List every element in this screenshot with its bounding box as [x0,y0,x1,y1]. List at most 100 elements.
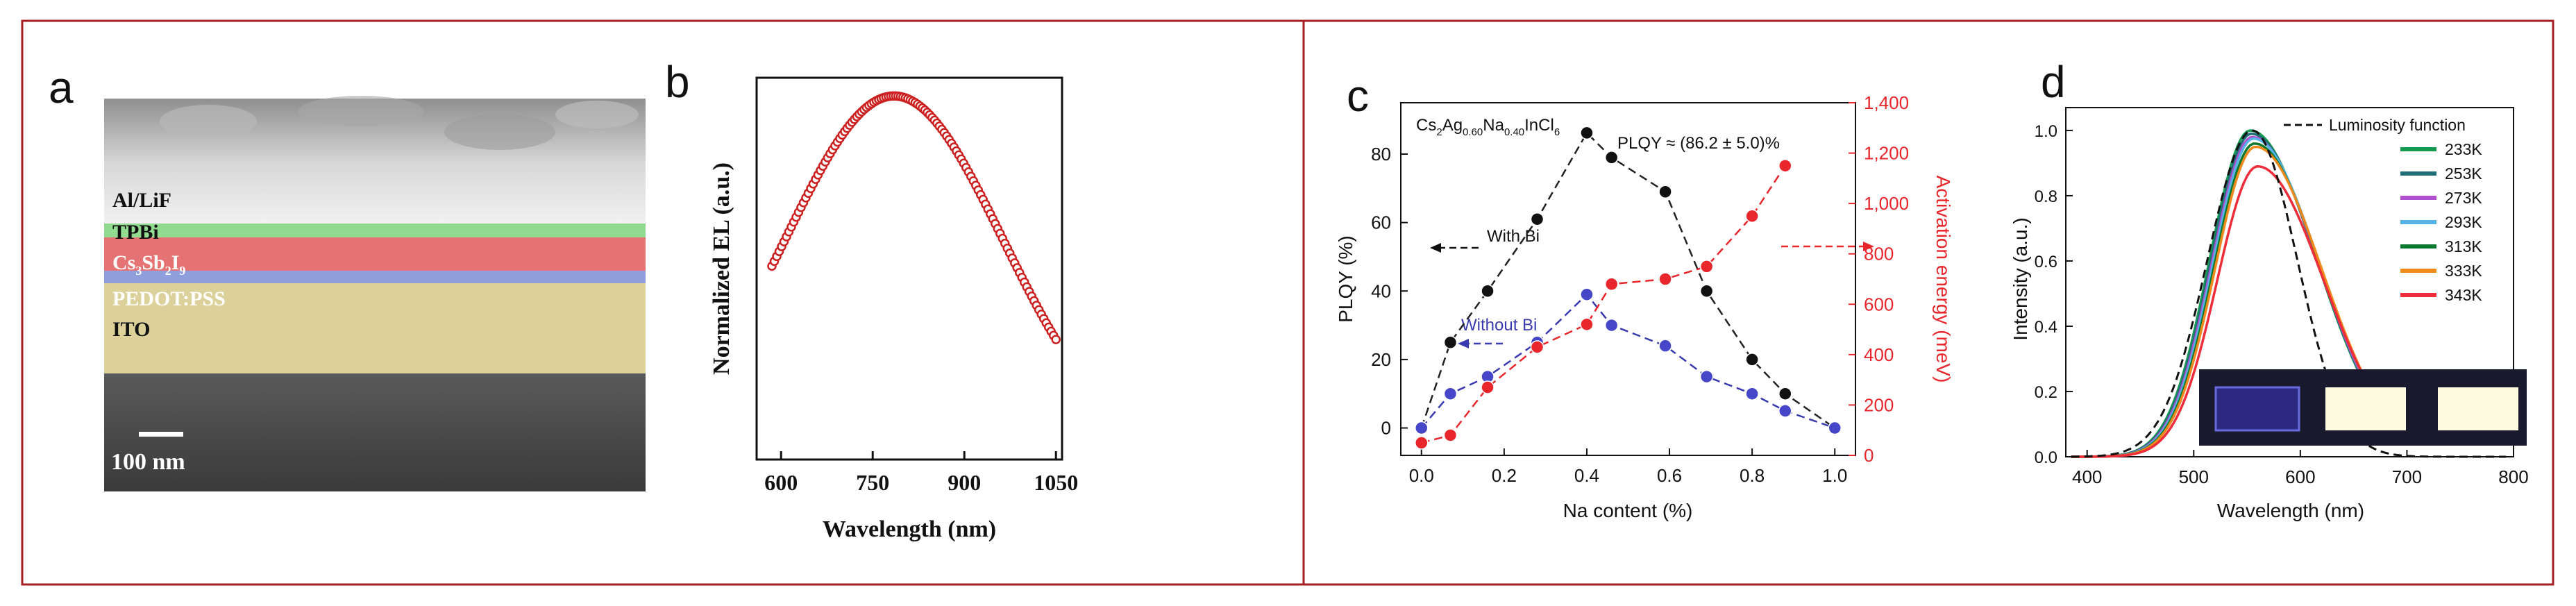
layer-label-ito: ITO [112,318,150,341]
chart-c-plqy-annotation: PLQY ≈ (86.2 ± 5.0)% [1617,134,1780,153]
y-tick-label: 0.0 [2035,448,2057,467]
chart-b-series [767,91,1061,344]
chart-c-compound-formula: Cs2Ag0.60Na0.40InCl6 [1416,116,1560,138]
legend-label-luminosity: Luminosity function [2329,116,2466,134]
x-tick-label: 900 [948,470,981,495]
chart-c-without-bi-label: Without Bi [1461,316,1537,335]
y-tick-label-left: 0 [1381,418,1391,439]
panel-d-letter: d [2041,57,2066,107]
chart-c-plot-frame [1400,102,1856,456]
with-bi-point [1443,335,1458,349]
sem-substrate [104,373,646,491]
legend-label: 233K [2445,140,2482,158]
y-tick-label-right: 0 [1864,445,1874,466]
scale-bar [139,432,183,437]
y-tick-label-right: 1,000 [1864,193,1909,214]
legend-label: 273K [2445,189,2482,207]
y-tick-label: 1.0 [2035,122,2057,141]
without-bi-point [1415,421,1429,435]
y-tick-label-right: 600 [1864,294,1894,314]
chart-d-axes: 400 500 600 700 800 0.0 0.2 0.4 0.6 0.8 1.0 [2035,122,2529,487]
figure-border-right [1302,19,2554,586]
panel-d: d Intensity (a.u.) Wavelength (nm) 400 50… [2010,57,2529,521]
activation-energy-point [1481,380,1495,394]
x-tick-label: 0.4 [1574,465,1599,486]
chart-d-xlabel: Wavelength (nm) [2217,500,2364,521]
inset-photo-film-bright [2438,387,2518,430]
activation-energy-point [1443,428,1458,442]
chart-b-xlabel: Wavelength (nm) [823,516,996,542]
legend-label: 343K [2445,286,2482,304]
without-bi-point [1658,339,1672,353]
activation-energy-point [1415,436,1429,450]
x-tick-label: 700 [2392,466,2422,487]
activation-energy-point [1530,340,1544,354]
luminosity-function-curve [2071,129,2507,458]
y-tick-label-right: 1,200 [1864,143,1909,164]
with-bi-point [1699,284,1714,298]
legend-label: 253K [2445,165,2482,183]
panel-b-letter: b [665,57,690,107]
legend-label: 313K [2445,237,2482,255]
x-tick-label: 0.6 [1657,465,1682,486]
with-bi-point [1481,284,1495,298]
y-tick-label-left: 60 [1371,212,1391,233]
with-bi-point [1778,387,1792,401]
with-bi-point [1658,185,1672,199]
x-tick-label: 0.2 [1492,465,1517,486]
y-tick-label-right: 200 [1864,394,1894,415]
without-bi-point [1699,369,1714,384]
y-tick-label: 0.2 [2035,383,2057,402]
y-tick-label-left: 20 [1371,349,1391,370]
el-data-point [1051,335,1061,344]
scale-bar-label: 100 nm [111,449,185,475]
x-tick-label: 600 [764,470,798,495]
without-bi-point [1443,387,1458,401]
inset-photo-film-bright [2325,387,2406,430]
without-bi-point [1778,404,1792,418]
y-tick-label-right: 400 [1864,344,1894,365]
sem-layer-tpbi [104,224,646,237]
with-bi-point [1604,151,1619,165]
arrow-activation-head [1863,242,1874,251]
sem-grain [298,96,423,126]
x-tick-label: 400 [2072,466,2102,487]
x-tick-label: 500 [2179,466,2209,487]
y-tick-label: 0.4 [2035,318,2057,337]
x-tick-label: 800 [2498,466,2528,487]
chart-c-axes: 0.0 0.2 0.4 0.6 0.8 1.00204060800200400600800… [1371,92,1909,486]
sem-layer-pedot [104,271,646,283]
chart-c-arrows [1430,242,1874,348]
y-tick-label: 0.8 [2035,187,2057,206]
with-bi-point [1530,212,1544,226]
activation-energy-line [1421,165,1786,444]
layer-label-al-lif: Al/LiF [112,189,171,212]
panel-a-letter: a [49,62,74,112]
panel-c: c PLQY (%) Activation energy (meV) Na co… [1335,71,1954,521]
layer-label-pedot-pss: PEDOT:PSS [112,287,226,310]
activation-energy-point [1658,272,1672,286]
without-bi-point [1828,421,1842,435]
sem-image [104,96,646,491]
y-tick-label-right: 800 [1864,244,1894,264]
x-tick-label: 1050 [1034,470,1078,495]
emission-curve-343K [2071,165,2408,458]
x-tick-label: 0.8 [1740,465,1765,486]
sem-grain [444,114,555,150]
without-bi-line [1420,293,1835,429]
layer-label-cs3sb2i9: Cs3Sb2I9 [112,251,185,278]
x-tick-label: 1.0 [1822,465,1847,486]
with-bi-point [1745,353,1759,367]
activation-energy-point [1604,277,1619,292]
panel-b: b Normalized EL (a.u.) Wavelength (nm) 6… [665,57,1078,542]
activation-energy-point [1580,317,1594,332]
chart-d-legend: Luminosity function 233K 253K 273K 293K 313K 3… [2284,116,2482,304]
sem-grain [160,105,257,138]
legend-label: 333K [2445,262,2482,280]
layer-label-tpbi: TPBi [112,221,159,244]
activation-energy-point [1778,158,1792,173]
without-bi-point [1580,287,1594,301]
sem-layer-ito [104,283,646,373]
chart-b-ylabel: Normalized EL (a.u.) [709,162,734,375]
sem-grain [555,101,639,128]
